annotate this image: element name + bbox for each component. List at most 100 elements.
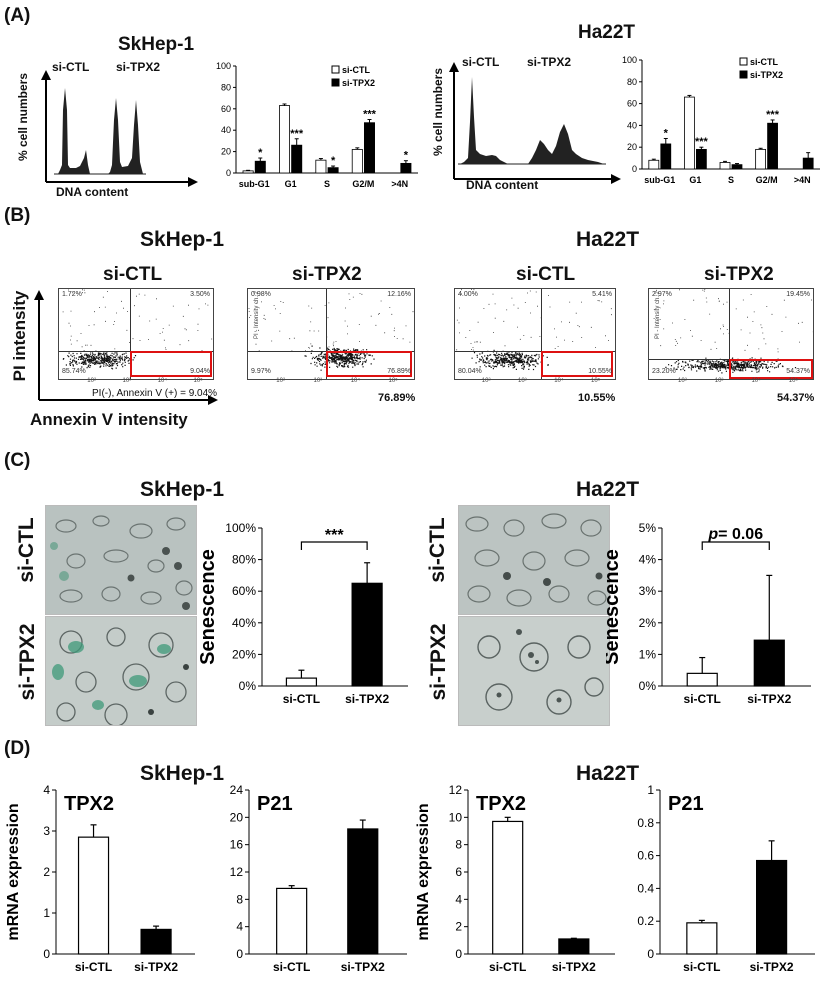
- y-axis-label: Senescence: [197, 549, 219, 665]
- significance-bracket: [300, 541, 368, 550]
- bar-si-tpx2: [558, 938, 590, 955]
- b-title-ha22t: Ha22T: [576, 228, 640, 251]
- bar-si-ctl: [315, 159, 327, 174]
- histogram-tpx2: [108, 98, 143, 174]
- y-tick-label: 40: [627, 120, 637, 130]
- a-histogram-skhep: [41, 70, 198, 187]
- quad-ll: 85.74%: [62, 368, 86, 375]
- flow-below-pct-2: 10.55%: [578, 392, 616, 404]
- bar-si-ctl: [755, 148, 767, 170]
- x-tick-label: G1: [689, 175, 701, 185]
- y-tick-label: 12: [449, 783, 463, 797]
- flow-plot-ha22t-ctl: 4.00% 5.41% 80.04% 10.55%: [454, 288, 616, 380]
- y-tick-label: 40: [221, 125, 231, 135]
- quad-lr: 9.04%: [190, 368, 210, 375]
- chart-D-skhep-TPX2: 0 1 2 3 4 si-CTL si-TPX2 mRNA expression TPX2: [5, 783, 195, 974]
- flow-plot-skhep-ctl: 1.72% 3.50% 85.74% 9.04%: [58, 288, 214, 380]
- y-tick-label: 20: [230, 810, 244, 824]
- chart-A-ha22t: 0 20 40 60 80 100 sub-G1 * G1 *** S G2/M *** >4N si-CT…: [622, 55, 820, 185]
- x-tick-label: si-TPX2: [134, 960, 178, 974]
- y-tick-label: 20: [221, 147, 231, 157]
- bar-si-ctl: [285, 677, 318, 687]
- x-tick-label: >4N: [794, 175, 811, 185]
- x-tick-label: G2/M: [352, 179, 374, 189]
- x-tick-label: sub-G1: [239, 179, 270, 189]
- annexin-gate-box: [326, 351, 412, 377]
- b-label-ctl-ha22t: si-CTL: [516, 264, 576, 285]
- c-row-label-tpx-skhep: si-TPX2: [16, 623, 39, 701]
- hist-y-arrow: [41, 70, 51, 80]
- b-xlabel: Annexin V intensity: [30, 410, 188, 429]
- b-label-tpx-ha22t: si-TPX2: [704, 264, 774, 285]
- quadrant-hline: [455, 351, 615, 352]
- flow-channel-label-3: PI - Intensity ch. 2: [655, 290, 661, 339]
- y-tick-label: 20%: [232, 647, 256, 661]
- p-value-label: p= 0.06: [707, 526, 763, 543]
- y-tick-label: 2%: [639, 616, 657, 630]
- bar-si-ctl: [77, 836, 110, 955]
- y-tick-label: 1: [647, 783, 654, 797]
- x-tick-label: si-CTL: [683, 960, 720, 974]
- bar-si-ctl: [648, 159, 660, 170]
- quad-ul: 0.98%: [251, 291, 271, 298]
- panel-label-b: (B): [4, 205, 31, 226]
- x-tick-label: si-TPX2: [341, 960, 385, 974]
- y-tick-label: 0: [236, 947, 243, 961]
- y-tick-label: 0: [647, 947, 654, 961]
- c-row-label-tpx-ha22t: si-TPX2: [427, 623, 450, 701]
- y-tick-label: 0.6: [637, 849, 654, 863]
- y-tick-label: 20: [627, 142, 637, 152]
- x-tick-label: G1: [285, 179, 297, 189]
- flow-x-ticks-1: 10² 10³ 10⁴ 10⁵: [276, 378, 398, 384]
- b-x-arrow: [208, 395, 218, 405]
- bar-si-tpx2: [660, 143, 672, 170]
- y-tick-label: 2: [43, 865, 50, 879]
- chart-D-ha22t-TPX2: 0 2 4 6 8 10 12 si-CTL si-TPX2 mRNA expression TPX…: [415, 783, 615, 974]
- y-tick-label: 10: [449, 810, 463, 824]
- y-tick-label: 40%: [232, 616, 256, 630]
- b-axis-arrows: [34, 290, 218, 405]
- quad-ul: 1.72%: [62, 291, 82, 298]
- y-tick-label: 4%: [639, 553, 657, 567]
- chart-D-skhep-P21: 0 4 8 12 16 20 24 si-CTL si-TPX2 P21: [230, 783, 407, 974]
- quad-ur: 3.50%: [190, 291, 210, 298]
- y-tick-label: 2: [455, 920, 462, 934]
- flow-x-ticks-0: 10² 10³ 10⁴ 10⁵: [87, 378, 203, 384]
- a-hist-label-ctl-skhep: si-CTL: [52, 60, 90, 74]
- significance-label: ***: [766, 109, 780, 121]
- x-tick-label: si-CTL: [489, 960, 526, 974]
- y-tick-label: 12: [230, 865, 244, 879]
- y-tick-label: 100%: [225, 521, 256, 535]
- annexin-gate-box: [541, 351, 613, 377]
- y-tick-label: 80: [627, 77, 637, 87]
- bar-si-tpx2: [753, 639, 785, 687]
- bar-si-tpx2: [347, 828, 379, 955]
- quadrant-vline: [326, 289, 327, 379]
- panel-label-a: (A): [4, 5, 31, 26]
- bar-si-ctl: [719, 162, 731, 170]
- y-tick-label: 3%: [639, 584, 657, 598]
- hist-x-arrow: [188, 177, 198, 187]
- x-tick-label: S: [728, 175, 734, 185]
- significance-label: ***: [363, 109, 377, 121]
- bar-si-tpx2: [731, 164, 743, 170]
- y-tick-label: 0: [43, 947, 50, 961]
- x-tick-label: G2/M: [756, 175, 778, 185]
- annexin-gate-box: [729, 359, 813, 379]
- flow-x-ticks-2: 10² 10³ 10⁴ 10⁵: [481, 378, 601, 384]
- bar-si-tpx2: [327, 167, 339, 174]
- b-ylabel: PI intensity: [10, 290, 29, 382]
- chart-C-ha22t: 0% 1% 2% 3% 4% 5% si-CTL si-TPX2 Senescence p= 0.…: [606, 521, 811, 706]
- c-row-label-ctl-skhep: si-CTL: [15, 517, 38, 583]
- histogram-ctl: [58, 88, 90, 174]
- a-title-ha22t: Ha22T: [578, 22, 636, 43]
- b-label-tpx-skhep: si-TPX2: [292, 264, 362, 285]
- x-tick-label: si-CTL: [75, 960, 112, 974]
- y-axis-label: mRNA expression: [415, 803, 432, 940]
- y-tick-label: 80: [221, 82, 231, 92]
- chart-title: TPX2: [64, 793, 114, 815]
- b-note: PI(-), Annexin V (+) = 9.04%: [92, 388, 218, 399]
- flow-below-pct-3: 54.37%: [777, 392, 815, 404]
- y-tick-label: 1: [43, 906, 50, 920]
- histogram-tpx2: [528, 124, 604, 164]
